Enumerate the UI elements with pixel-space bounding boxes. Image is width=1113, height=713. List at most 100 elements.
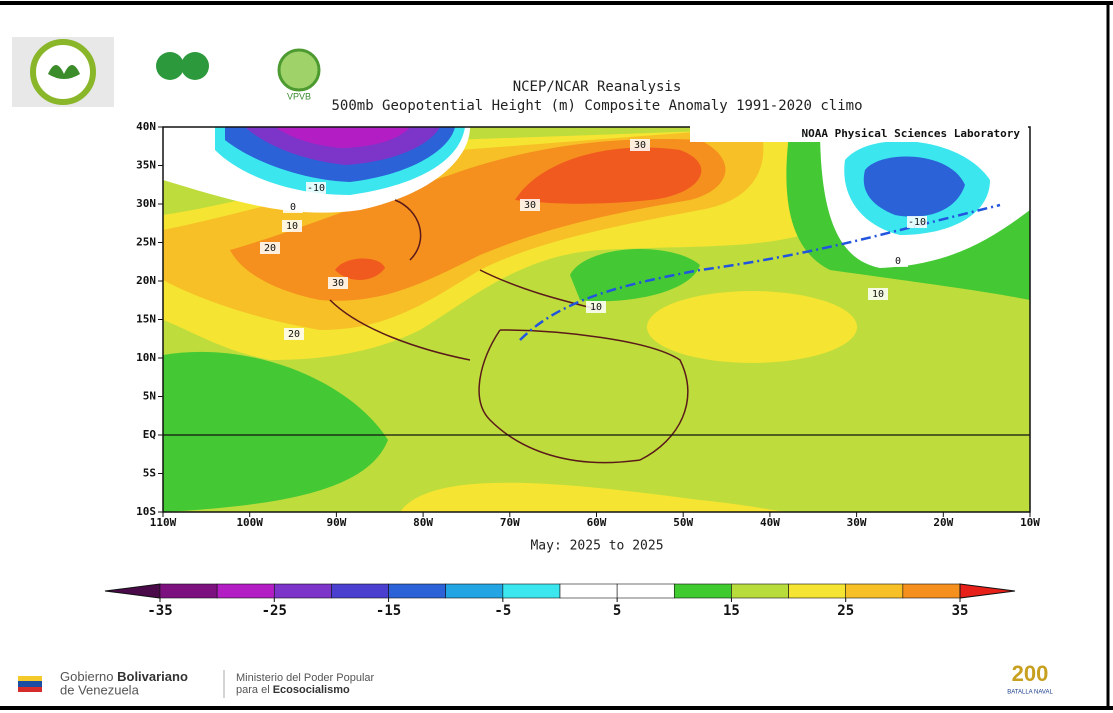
contour-label-bg bbox=[283, 201, 303, 213]
contour-label-bg bbox=[260, 242, 280, 254]
flag bbox=[18, 687, 42, 692]
lat-label: 5S bbox=[143, 467, 156, 480]
lon-label: 10W bbox=[1020, 516, 1040, 529]
colorbar-swatch bbox=[331, 583, 389, 599]
logo-globe bbox=[277, 48, 321, 92]
contour-label-bg bbox=[306, 182, 326, 194]
lat-label: 40N bbox=[136, 120, 156, 133]
badge-number: 200 bbox=[1012, 661, 1049, 686]
lat-label: 15N bbox=[136, 313, 156, 326]
contour-label: 0 bbox=[290, 202, 296, 213]
lat-label: 10N bbox=[136, 351, 156, 364]
lon-label: 110W bbox=[150, 516, 177, 529]
colorbar: -35 -25 -15 -5 5 15 25 35 bbox=[104, 583, 1016, 619]
colorbar-swatch bbox=[388, 583, 447, 599]
trough-line bbox=[519, 203, 1001, 341]
field-yellow bbox=[647, 291, 857, 363]
field-green bbox=[163, 351, 388, 512]
lat-label: 20N bbox=[136, 274, 156, 287]
colorbar-swatch bbox=[788, 583, 847, 599]
lat-label: EQ bbox=[143, 428, 157, 441]
gov-word: Bolivariano bbox=[117, 669, 188, 684]
colorbar-swatch bbox=[273, 583, 332, 599]
lat-label: 10S bbox=[136, 505, 156, 518]
field-red bbox=[515, 147, 702, 204]
colorbar-label: -25 bbox=[262, 603, 287, 619]
field-green bbox=[570, 248, 700, 302]
contour-label: 20 bbox=[264, 243, 276, 254]
colorbar-label: 15 bbox=[723, 603, 740, 619]
lat-label: 25N bbox=[136, 236, 156, 249]
contour-label: -10 bbox=[908, 217, 926, 228]
flag bbox=[18, 681, 42, 687]
lat-label: 5N bbox=[143, 390, 156, 403]
ministry-text: Ministerio del Poder Popular bbox=[236, 672, 375, 684]
colorbar-swatch bbox=[502, 583, 561, 599]
gov-text: de Venezuela bbox=[60, 682, 140, 697]
field-red bbox=[335, 258, 385, 280]
lon-label: 50W bbox=[673, 516, 693, 529]
colorbar-swatch bbox=[616, 583, 675, 599]
colorbar-swatch bbox=[902, 583, 961, 599]
contour-label-bg bbox=[630, 139, 650, 151]
contour-label: 20 bbox=[288, 329, 300, 340]
contour-label: 0 bbox=[895, 256, 901, 267]
contour-label-bg bbox=[284, 328, 304, 340]
lon-label: 60W bbox=[587, 516, 607, 529]
field-yellow bbox=[400, 482, 790, 512]
contour-label: 30 bbox=[634, 140, 646, 151]
lon-label: 20W bbox=[933, 516, 953, 529]
colorbar-label: -35 bbox=[147, 603, 172, 619]
contour-label-bg bbox=[907, 216, 927, 228]
logo-leaves bbox=[48, 65, 80, 79]
colorbar-swatch bbox=[559, 583, 618, 599]
title: NCEP/NCAR Reanalysis bbox=[513, 79, 682, 95]
contour-label: 30 bbox=[524, 200, 536, 211]
ministry-word: para el bbox=[236, 684, 270, 696]
lon-label: 80W bbox=[413, 516, 433, 529]
badge-text: BATALLA NAVAL bbox=[1007, 690, 1053, 696]
contour-label: 10 bbox=[590, 302, 602, 313]
ministry-text: para el Ecosocialismo bbox=[236, 684, 350, 696]
colorbar-swatch bbox=[159, 583, 218, 599]
lon-label: 40W bbox=[760, 516, 780, 529]
contour-label: -10 bbox=[307, 183, 325, 194]
lat-label: 30N bbox=[136, 197, 156, 210]
contour-label: 30 bbox=[332, 278, 344, 289]
gov-text: Gobierno Bolivariano bbox=[60, 669, 188, 684]
ministry-word: Ecosocialismo bbox=[273, 684, 350, 696]
coastline bbox=[329, 199, 689, 464]
credit-box bbox=[690, 126, 1028, 142]
logo-text: VPVB bbox=[287, 91, 311, 101]
colorbar-swatch bbox=[445, 583, 504, 599]
contour-label-bg bbox=[586, 301, 606, 313]
colorbar-swatch bbox=[845, 583, 904, 599]
credit: NOAA Physical Sciences Laboratory bbox=[801, 127, 1020, 140]
lon-label: 30W bbox=[847, 516, 867, 529]
logo-cc bbox=[181, 52, 209, 80]
colorbar-label: 35 bbox=[952, 603, 969, 619]
logo-cc bbox=[156, 52, 184, 80]
subtitle: 500mb Geopotential Height (m) Composite … bbox=[331, 98, 862, 114]
lon-label: 70W bbox=[500, 516, 520, 529]
colorbar-swatch bbox=[731, 583, 789, 599]
colorbar-under bbox=[104, 583, 161, 599]
contour-label-bg bbox=[282, 220, 302, 232]
colorbar-label: -5 bbox=[494, 603, 511, 619]
colorbar-label: 5 bbox=[613, 603, 621, 619]
contour-label-bg bbox=[328, 277, 348, 289]
lat-label: 35N bbox=[136, 159, 156, 172]
colorbar-over bbox=[959, 583, 1016, 599]
colorbar-swatch bbox=[673, 583, 732, 599]
field-magenta bbox=[275, 127, 410, 148]
field-blue bbox=[863, 156, 965, 217]
colorbar-label: 25 bbox=[837, 603, 854, 619]
contour-label-bg bbox=[520, 199, 540, 211]
contour-label-bg bbox=[868, 288, 888, 300]
lon-label: 100W bbox=[236, 516, 263, 529]
contour-label: 10 bbox=[286, 221, 298, 232]
contour-label: 10 bbox=[872, 289, 884, 300]
gov-word: Gobierno bbox=[60, 669, 113, 684]
map-field bbox=[163, 127, 1030, 512]
